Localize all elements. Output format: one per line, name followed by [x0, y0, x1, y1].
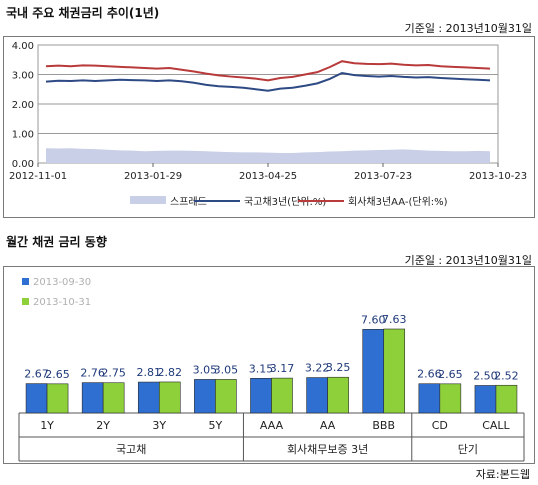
bar-2013-09-30	[25, 383, 48, 414]
bar-value-label: 2.65	[438, 368, 463, 381]
bar-value-label: 3.15	[249, 362, 274, 375]
spread-area-series	[46, 148, 490, 163]
category-label: BBB	[372, 419, 395, 432]
bar-value-label: 2.75	[101, 367, 126, 380]
x-tick-label: 2013-10-23	[469, 171, 527, 182]
corp-bond-3y-aa-line	[45, 60, 491, 82]
govt-bond-3y-line	[45, 71, 491, 92]
bottom-chart-title: 월간 채권 금리 동향	[6, 235, 107, 249]
legend-label: 2013-10-31	[33, 297, 91, 308]
category-label: 1Y	[40, 419, 54, 432]
bar-2013-10-31	[102, 382, 125, 414]
bar-value-label: 3.22	[305, 362, 330, 375]
bar-2013-10-31	[158, 381, 181, 414]
bar-value-label: 7.63	[382, 313, 407, 326]
legend-label: 2013-09-30	[33, 277, 91, 288]
bar-value-label: 2.65	[45, 368, 70, 381]
category-label: 5Y	[209, 419, 223, 432]
bar-2013-10-31	[271, 377, 293, 414]
bar-value-label: 2.52	[494, 369, 519, 382]
bar-chart: 2013-09-302013-10-312.672.651Y2.762.752Y…	[18, 277, 525, 462]
bar-chart-panel: 2013-09-30 2013-10-31 2.67 2.65 1Y 2.76 2.75 2Y…	[3, 266, 535, 464]
bar-2013-09-30	[137, 381, 160, 414]
legend-label: 회사채3년AA-(단위:%)	[348, 195, 448, 208]
bar-2013-09-30	[474, 385, 497, 414]
bar-value-label: 2.82	[158, 366, 183, 379]
bar-2013-09-30	[81, 382, 104, 414]
y-tick-label: 4.00	[12, 41, 34, 52]
category-label: AAA	[260, 419, 284, 432]
bar-value-label: 7.60	[361, 313, 386, 326]
bar-2013-10-31	[439, 383, 462, 414]
bar-2013-10-31	[383, 328, 406, 414]
line-chart: 0.00 1.00 2.00 3.00 4.00 2012-11-01 2013-01-29…	[9, 41, 527, 208]
y-tick-label: 2.00	[12, 100, 34, 111]
bar-2013-09-30	[418, 383, 441, 414]
category-label: CD	[432, 419, 448, 432]
bar-2013-10-31	[46, 383, 69, 414]
line-chart-panel: 0.00 1.00 2.00 3.00 4.00 2012-11-01 2013-01-29…	[3, 36, 535, 218]
bar-2013-09-30	[306, 377, 328, 414]
top-chart-basis-date: 기준일 : 2013년10월31일	[404, 22, 532, 35]
source-note: 자료:본드웹	[475, 468, 530, 481]
x-tick-label: 2013-04-25	[239, 171, 297, 182]
top-chart-title: 국내 주요 채권금리 추이(1년)	[6, 6, 160, 20]
bottom-chart-basis-date: 기준일 : 2013년10월31일	[404, 254, 532, 267]
legend-swatch	[22, 298, 29, 305]
legend-swatch	[22, 278, 29, 285]
bar-value-label: 3.05	[193, 363, 218, 376]
group-label: 국고채	[116, 443, 146, 456]
y-tick-label: 1.00	[12, 130, 34, 141]
legend-swatch-spread	[130, 196, 166, 204]
legend-label: 국고채3년(단위:%)	[244, 195, 326, 208]
bar-value-label: 2.76	[80, 367, 105, 380]
bar-value-label: 3.17	[270, 362, 295, 375]
bar-2013-10-31	[215, 379, 237, 414]
bar-2013-09-30	[362, 329, 385, 414]
category-label: AA	[320, 419, 336, 432]
y-tick-label: 3.00	[12, 71, 34, 82]
x-tick-label: 2012-11-01	[9, 171, 67, 182]
bar-2013-10-31	[495, 384, 518, 414]
bar-value-label: 2.67	[24, 368, 49, 381]
legend-label: 스프레드	[170, 196, 207, 208]
x-tick-label: 2013-07-23	[354, 171, 412, 182]
bar-value-label: 2.50	[473, 369, 498, 382]
bar-value-label: 2.81	[137, 366, 162, 379]
group-label: 회사채무보증 3년	[287, 443, 368, 456]
bar-2013-10-31	[327, 376, 349, 414]
x-tick-label: 2013-01-29	[124, 171, 182, 182]
bar-2013-09-30	[250, 378, 272, 414]
bar-value-label: 3.05	[214, 363, 239, 376]
category-label: 3Y	[152, 419, 166, 432]
bar-value-label: 3.25	[326, 361, 351, 374]
category-label: 2Y	[96, 419, 110, 432]
category-label: CALL	[482, 419, 510, 432]
bar-2013-09-30	[194, 379, 216, 414]
bar-value-label: 2.66	[417, 368, 442, 381]
y-tick-label: 0.00	[12, 159, 34, 170]
group-label: 단기	[458, 443, 478, 456]
